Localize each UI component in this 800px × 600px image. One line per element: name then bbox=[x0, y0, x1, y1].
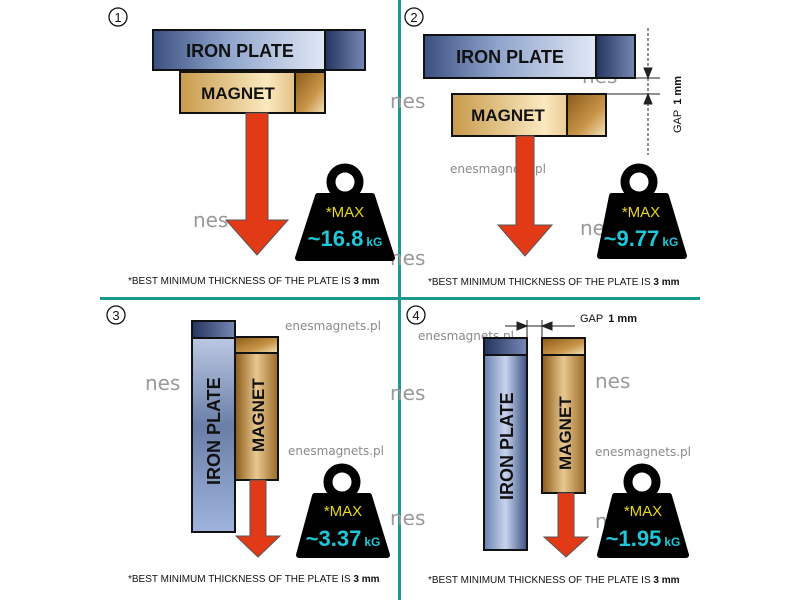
force-unit: kG bbox=[366, 235, 382, 249]
gap-label: GAP bbox=[580, 313, 603, 325]
panel-number-badge bbox=[108, 7, 128, 27]
weight: *MAX ~1.95 kG bbox=[597, 463, 689, 558]
panel-1: 1 IRON PLATE MAGNET *MAX ~16.8 kG *BEST M… bbox=[108, 7, 395, 287]
watermark-logo: nes bbox=[145, 371, 180, 395]
footnote-value: 3 mm bbox=[353, 574, 379, 585]
max-label: *MAX bbox=[326, 204, 364, 221]
svg-text:~16.8kG: ~16.8 kG bbox=[308, 226, 383, 251]
iron-plate-label: IRON PLATE bbox=[497, 392, 517, 500]
watermark-logo: nes bbox=[193, 208, 228, 232]
panel-number: 1 bbox=[114, 10, 121, 25]
magnet: MAGNET bbox=[451, 93, 607, 137]
max-label: *MAX bbox=[624, 503, 662, 520]
force-value: ~16.8 bbox=[308, 226, 364, 251]
iron-plate-label: IRON PLATE bbox=[204, 377, 224, 485]
svg-text:*BEST MINIMUM THICKNESS OF THE: *BEST MINIMUM THICKNESS OF THE PLATE IS … bbox=[128, 574, 380, 585]
iron-plate: IRON PLATE bbox=[423, 34, 636, 79]
watermark-logo: nes bbox=[595, 369, 630, 393]
force-value: ~9.77 bbox=[604, 226, 660, 251]
watermark-site: enesmagnets.pl bbox=[288, 444, 384, 458]
watermark-logo: nes bbox=[390, 506, 425, 530]
max-label: *MAX bbox=[622, 204, 660, 221]
gap-dimension bbox=[606, 28, 660, 155]
footnote: *BEST MINIMUM THICKNESS OF THE PLATE IS bbox=[128, 574, 353, 585]
panel-number-badge bbox=[406, 305, 426, 325]
force-value: ~3.37 bbox=[306, 526, 362, 551]
svg-text:*BEST MINIMUM THICKNESS OF THE: *BEST MINIMUM THICKNESS OF THE PLATE IS … bbox=[428, 277, 680, 288]
gap-dimension bbox=[505, 320, 575, 338]
svg-text:GAP1 mm: GAP 1 mm bbox=[672, 76, 684, 133]
gap-label: GAP bbox=[672, 110, 684, 133]
weight: *MAX ~3.37 kG bbox=[296, 463, 390, 558]
footnote-value: 3 mm bbox=[653, 277, 679, 288]
svg-text:*BEST MINIMUM THICKNESS OF THE: *BEST MINIMUM THICKNESS OF THE PLATE IS … bbox=[128, 276, 380, 287]
magnet: MAGNET bbox=[179, 71, 326, 114]
iron-plate-label: IRON PLATE bbox=[186, 41, 294, 61]
magnet-label: MAGNET bbox=[556, 396, 575, 470]
watermark-site: enesmagnets.pl bbox=[595, 445, 691, 459]
panel-number-badge bbox=[404, 7, 424, 27]
panel-3: 3 IRON PLATE MAGNET *MAX ~3.37 kG *BEST M… bbox=[106, 305, 390, 585]
force-unit: kG bbox=[662, 235, 678, 249]
magnet: MAGNET bbox=[541, 337, 586, 494]
weight: *MAX ~9.77 kG bbox=[597, 163, 687, 259]
panel-2: 2 IRON PLATE MAGNET GAP 1 mm *MAX ~9.77 kG… bbox=[404, 7, 687, 288]
footnote-value: 3 mm bbox=[653, 575, 679, 586]
gap-value: 1 mm bbox=[672, 76, 684, 105]
panel-number: 4 bbox=[412, 308, 419, 323]
magnet-label: MAGNET bbox=[471, 106, 545, 125]
iron-plate: IRON PLATE bbox=[483, 337, 528, 551]
panel-4: 4 IRON PLATE MAGNET GAP 1 mm *MAX ~1.95 kG… bbox=[406, 305, 689, 586]
weight: *MAX ~16.8 kG bbox=[295, 163, 395, 261]
panel-number: 2 bbox=[410, 10, 417, 25]
gap-value: 1 mm bbox=[608, 313, 637, 325]
footnote: *BEST MINIMUM THICKNESS OF THE PLATE IS bbox=[128, 276, 353, 287]
svg-text:GAP1 mm: GAP 1 mm bbox=[580, 313, 637, 325]
watermark-logo: nes bbox=[390, 381, 425, 405]
iron-plate: IRON PLATE bbox=[152, 29, 366, 71]
watermark-logo: nes bbox=[390, 89, 425, 113]
force-arrow bbox=[234, 479, 282, 558]
force-arrow bbox=[542, 492, 590, 558]
force-unit: kG bbox=[364, 535, 380, 549]
force-unit: kG bbox=[664, 535, 680, 549]
iron-plate-label: IRON PLATE bbox=[456, 47, 564, 67]
footnote: *BEST MINIMUM THICKNESS OF THE PLATE IS bbox=[428, 575, 653, 586]
footnote-value: 3 mm bbox=[353, 276, 379, 287]
magnet: MAGNET bbox=[234, 336, 279, 481]
force-arrow bbox=[224, 112, 290, 256]
panel-number-badge bbox=[106, 305, 126, 325]
magnet-label: MAGNET bbox=[249, 378, 268, 452]
horizontal-divider bbox=[100, 297, 700, 300]
force-arrow bbox=[496, 135, 554, 257]
max-label: *MAX bbox=[324, 503, 362, 520]
magnet-label: MAGNET bbox=[201, 84, 275, 103]
panel-number: 3 bbox=[112, 308, 119, 323]
force-value: ~1.95 bbox=[606, 526, 662, 551]
svg-text:*BEST MINIMUM THICKNESS OF THE: *BEST MINIMUM THICKNESS OF THE PLATE IS … bbox=[428, 575, 680, 586]
iron-plate: IRON PLATE bbox=[191, 320, 236, 533]
watermark-logo: nes bbox=[390, 246, 425, 270]
watermark-site: enesmagnets.pl bbox=[285, 319, 381, 333]
footnote: *BEST MINIMUM THICKNESS OF THE PLATE IS bbox=[428, 277, 653, 288]
